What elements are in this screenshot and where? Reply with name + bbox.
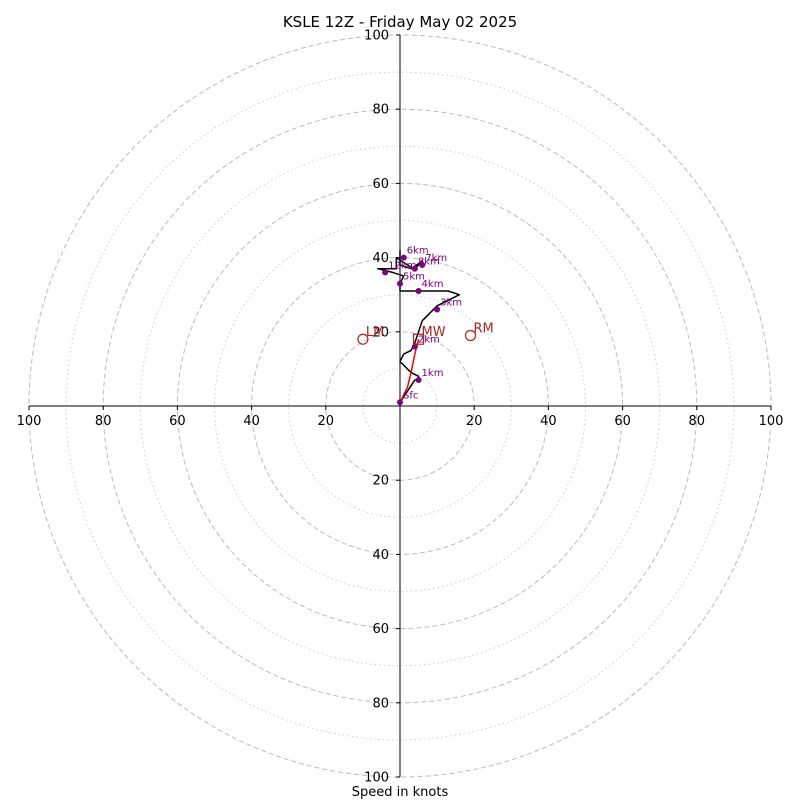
storm-motion-markers: LM RM MW bbox=[357, 322, 494, 345]
height-marker-label: 3km bbox=[440, 298, 462, 309]
hodograph-line bbox=[376, 250, 461, 403]
tick-labels: 20 20 20 20 40 40 40 40 60 60 60 60 80 80 80 80 100 100 10… bbox=[17, 29, 784, 786]
height-marker-point bbox=[415, 377, 422, 384]
x-tick-label: 40 bbox=[243, 414, 260, 429]
x-tick-label: 20 bbox=[466, 414, 483, 429]
height-marker-point bbox=[419, 262, 426, 269]
height-marker-label: 6km bbox=[407, 246, 429, 257]
storm-motion-point bbox=[464, 329, 477, 342]
chart-title: KSLE 12Z - Friday May 02 2025 bbox=[283, 13, 517, 31]
height-marker-label: 2km bbox=[418, 335, 440, 346]
height-marker-point bbox=[415, 287, 422, 294]
axes bbox=[29, 35, 771, 777]
y-tick-label: 80 bbox=[372, 103, 389, 118]
height-marker-label: 4km bbox=[422, 279, 444, 290]
mean-wind-marker bbox=[412, 333, 425, 345]
x-tick-label: 80 bbox=[689, 414, 706, 429]
y-tick-label: 100 bbox=[364, 29, 389, 44]
storm-motion-label: LM bbox=[366, 325, 384, 340]
x-tick-label: 60 bbox=[614, 414, 631, 429]
height-marker-point bbox=[411, 265, 418, 272]
height-marker-point bbox=[397, 280, 403, 287]
x-tick-label: 60 bbox=[169, 414, 186, 429]
height-marker-label: Sfc bbox=[403, 390, 418, 401]
height-marker-point bbox=[382, 269, 389, 276]
y-tick-label: 100 bbox=[364, 771, 389, 786]
y-tick-label: 40 bbox=[372, 548, 389, 563]
x-tick-label: 40 bbox=[540, 414, 557, 429]
storm-motion-point bbox=[357, 333, 369, 345]
y-tick-label: 80 bbox=[372, 696, 389, 711]
height-marker-label: 7km bbox=[425, 253, 447, 264]
x-tick-label: 20 bbox=[318, 414, 335, 429]
height-marker-label: 12km bbox=[388, 260, 416, 271]
y-tick-label: 20 bbox=[372, 474, 389, 489]
y-tick-label: 20 bbox=[372, 325, 389, 340]
y-tick-label: 60 bbox=[372, 622, 389, 637]
height-marker-label: 1km bbox=[422, 368, 444, 379]
height-marker-label: 8km bbox=[418, 257, 440, 268]
height-marker-label: 5km bbox=[403, 272, 425, 283]
x-axis-label: Speed in knots bbox=[352, 785, 449, 800]
height-marker-point bbox=[397, 399, 403, 406]
y-tick-label: 60 bbox=[372, 177, 389, 192]
storm-motion-label: RM bbox=[473, 322, 493, 337]
height-marker-point bbox=[411, 343, 418, 350]
y-tick-label: 40 bbox=[372, 251, 389, 266]
height-marker-point bbox=[400, 254, 407, 261]
x-tick-label: 100 bbox=[759, 414, 784, 429]
height-marker-point bbox=[434, 306, 441, 313]
x-tick-label: 100 bbox=[17, 414, 42, 429]
x-tick-label: 80 bbox=[95, 414, 112, 429]
storm-motion-label: MW bbox=[422, 325, 446, 340]
